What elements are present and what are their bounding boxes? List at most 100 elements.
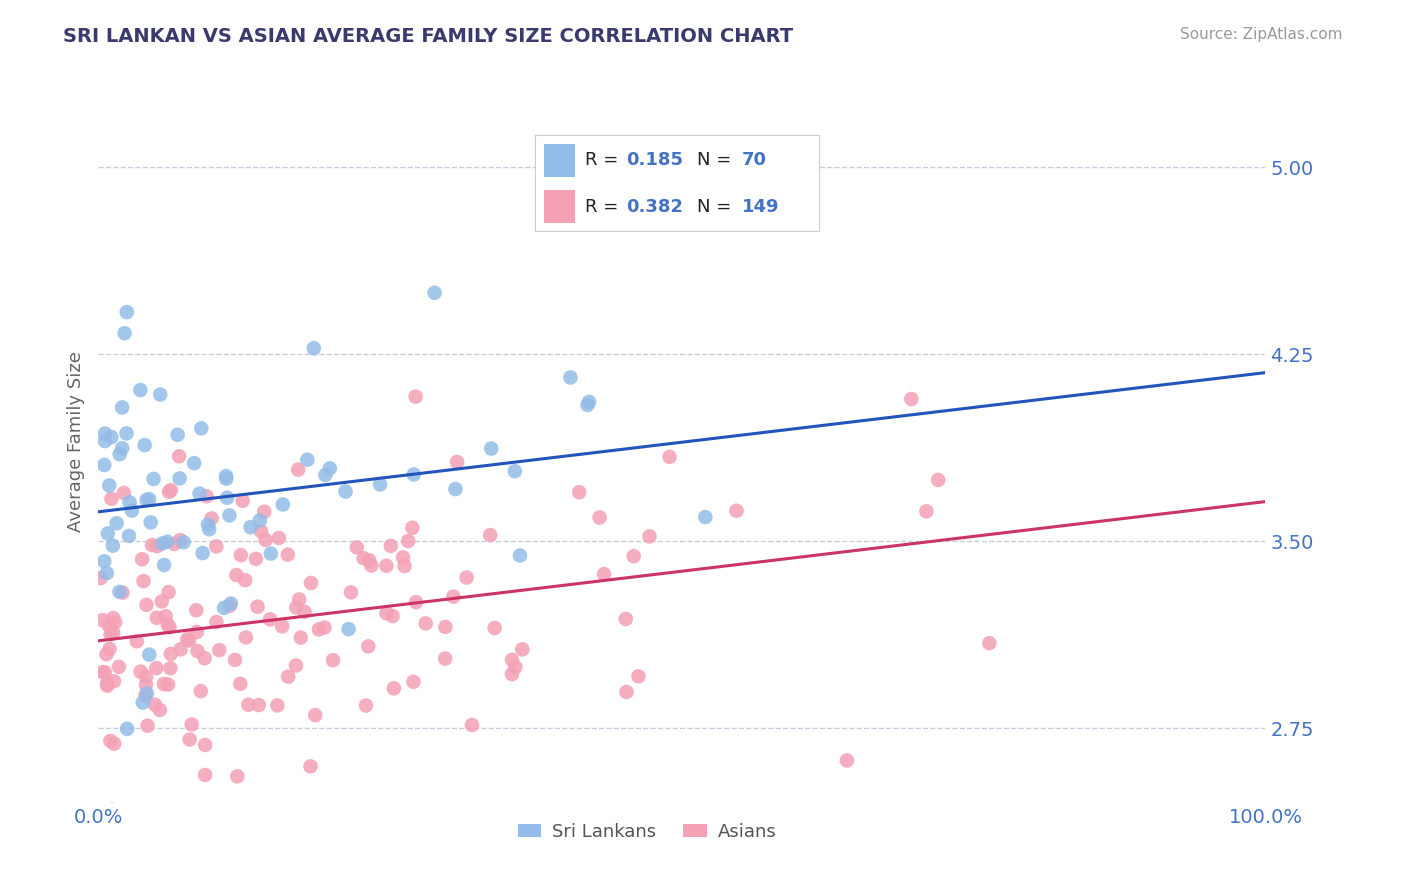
Point	[93, 554, 115, 568]
Point	[101, 803, 124, 817]
Y-axis label: Average Family Size: Average Family Size	[66, 351, 84, 532]
Point	[368, 477, 391, 491]
Point	[627, 669, 650, 683]
Point	[104, 615, 127, 630]
Point	[146, 539, 169, 553]
Point	[505, 660, 527, 674]
Point	[100, 491, 122, 506]
Point	[191, 546, 214, 560]
Point	[402, 674, 425, 689]
Point	[461, 718, 484, 732]
Point	[115, 426, 138, 441]
Point	[98, 478, 121, 492]
Point	[101, 539, 124, 553]
Point	[129, 665, 152, 679]
Point	[250, 524, 273, 539]
Point	[285, 600, 308, 615]
Point	[173, 535, 195, 549]
Point	[134, 689, 156, 703]
Point	[100, 734, 122, 748]
Point	[180, 717, 202, 731]
Point	[136, 719, 159, 733]
Point	[125, 634, 148, 648]
Point	[135, 492, 157, 507]
Point	[135, 598, 157, 612]
Point	[260, 547, 283, 561]
Point	[108, 660, 131, 674]
Point	[290, 631, 312, 645]
Point	[159, 647, 181, 661]
Point	[143, 698, 166, 712]
Point	[576, 398, 599, 412]
Point	[314, 468, 336, 483]
Point	[484, 621, 506, 635]
Point	[111, 401, 134, 415]
Point	[190, 684, 212, 698]
Point	[149, 703, 172, 717]
Point	[405, 595, 427, 609]
Point	[233, 573, 256, 587]
Point	[194, 651, 217, 665]
Point	[359, 553, 381, 567]
Point	[246, 599, 269, 614]
Point	[94, 426, 117, 441]
Point	[186, 625, 208, 640]
Point	[179, 732, 201, 747]
Point	[695, 510, 717, 524]
Point	[319, 461, 342, 475]
Point	[226, 769, 249, 783]
Point	[415, 616, 437, 631]
Point	[156, 677, 179, 691]
Point	[277, 548, 299, 562]
Point	[337, 622, 360, 636]
Point	[294, 605, 316, 619]
Point	[434, 620, 457, 634]
Point	[167, 450, 190, 464]
Point	[247, 698, 270, 712]
Point	[135, 670, 157, 684]
Point	[560, 370, 582, 384]
Point	[205, 540, 228, 554]
Point	[156, 617, 179, 632]
Point	[308, 623, 330, 637]
Point	[441, 590, 464, 604]
Point	[354, 698, 377, 713]
Point	[357, 640, 380, 654]
Point	[314, 620, 336, 634]
Point	[96, 676, 118, 690]
Point	[218, 508, 240, 523]
Point	[98, 642, 121, 657]
Point	[100, 627, 122, 641]
Point	[205, 615, 228, 629]
Point	[915, 504, 938, 518]
Point	[297, 452, 319, 467]
Point	[138, 492, 160, 507]
Point	[97, 618, 120, 632]
Point	[169, 533, 191, 547]
Point	[159, 661, 181, 675]
Point	[93, 458, 115, 472]
Point	[118, 529, 141, 543]
Point	[176, 632, 198, 647]
Point	[382, 681, 405, 696]
Point	[149, 387, 172, 401]
Point	[346, 541, 368, 555]
FancyBboxPatch shape	[544, 145, 575, 177]
Point	[157, 585, 180, 599]
Point	[271, 498, 294, 512]
Point	[479, 442, 502, 456]
Point	[139, 516, 162, 530]
Point	[658, 450, 681, 464]
Point	[186, 644, 208, 658]
Point	[108, 584, 131, 599]
Point	[568, 485, 591, 500]
Point	[152, 677, 174, 691]
Point	[360, 558, 382, 573]
Point	[229, 548, 252, 562]
Point	[112, 486, 135, 500]
Point	[322, 653, 344, 667]
Point	[90, 571, 112, 585]
Point	[194, 768, 217, 782]
Point	[217, 491, 239, 505]
Point	[253, 505, 276, 519]
